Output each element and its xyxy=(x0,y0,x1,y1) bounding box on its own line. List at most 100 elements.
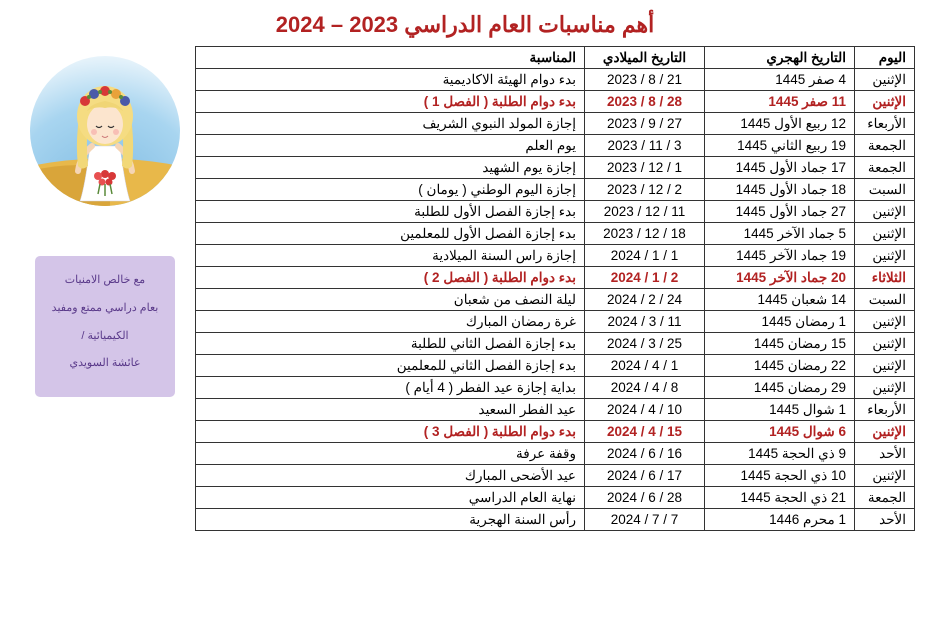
cell-hijri: 1 شوال 1445 xyxy=(705,399,855,421)
cell-occasion: بدء دوام الطلبة ( الفصل 1 ) xyxy=(196,91,585,113)
cell-day: السبت xyxy=(855,179,915,201)
cell-gregorian: 28 / 6 / 2024 xyxy=(585,487,705,509)
table-row: الإثنين15 رمضان 144525 / 3 / 2024بدء إجا… xyxy=(196,333,915,355)
cell-gregorian: 24 / 2 / 2024 xyxy=(585,289,705,311)
cell-occasion: بدء دوام الطلبة ( الفصل 3 ) xyxy=(196,421,585,443)
cell-day: الإثنين xyxy=(855,223,915,245)
cell-occasion: إجازة اليوم الوطني ( يومان ) xyxy=(196,179,585,201)
signature-line-4: عائشة السويدي xyxy=(45,354,165,374)
cell-hijri: 22 رمضان 1445 xyxy=(705,355,855,377)
cell-occasion: بدء إجازة الفصل الثاني للطلبة xyxy=(196,333,585,355)
cell-hijri: 27 جماد الأول 1445 xyxy=(705,201,855,223)
cell-hijri: 9 ذي الحجة 1445 xyxy=(705,443,855,465)
signature-box: مع خالص الامنيات بعام دراسي ممتع ومفيد ا… xyxy=(35,256,175,397)
cell-hijri: 19 جماد الآخر 1445 xyxy=(705,245,855,267)
cell-day: الإثنين xyxy=(855,465,915,487)
cell-occasion: بدء إجازة الفصل الثاني للمعلمين xyxy=(196,355,585,377)
cell-day: الإثنين xyxy=(855,91,915,113)
cell-hijri: 20 جماد الآخر 1445 xyxy=(705,267,855,289)
table-row: الإثنين10 ذي الحجة 144517 / 6 / 2024عيد … xyxy=(196,465,915,487)
cell-gregorian: 11 / 12 / 2023 xyxy=(585,201,705,223)
cell-occasion: رأس السنة الهجرية xyxy=(196,509,585,531)
header-hijri: التاريخ الهجري xyxy=(705,47,855,69)
side-panel: مع خالص الامنيات بعام دراسي ممتع ومفيد ا… xyxy=(15,46,195,531)
cell-occasion: إجازة راس السنة الميلادية xyxy=(196,245,585,267)
cell-occasion: بدء دوام الهيئة الاكاديمية xyxy=(196,69,585,91)
table-row: الإثنين27 جماد الأول 144511 / 12 / 2023ب… xyxy=(196,201,915,223)
cell-occasion: يوم العلم xyxy=(196,135,585,157)
cell-occasion: غرة رمضان المبارك xyxy=(196,311,585,333)
table-container: اليوم التاريخ الهجري التاريخ الميلادي ال… xyxy=(195,46,915,531)
cell-occasion: بدء إجازة الفصل الأول للطلبة xyxy=(196,201,585,223)
content-area: اليوم التاريخ الهجري التاريخ الميلادي ال… xyxy=(0,46,930,531)
table-row: الإثنين19 جماد الآخر 14451 / 1 / 2024إجا… xyxy=(196,245,915,267)
table-row: الإثنين4 صفر 144521 / 8 / 2023بدء دوام ا… xyxy=(196,69,915,91)
cell-day: الإثنين xyxy=(855,355,915,377)
cell-day: الجمعة xyxy=(855,487,915,509)
cell-gregorian: 1 / 4 / 2024 xyxy=(585,355,705,377)
cell-gregorian: 21 / 8 / 2023 xyxy=(585,69,705,91)
cell-gregorian: 17 / 6 / 2024 xyxy=(585,465,705,487)
cell-day: الإثنين xyxy=(855,311,915,333)
cell-gregorian: 25 / 3 / 2024 xyxy=(585,333,705,355)
cell-occasion: عيد الأضحى المبارك xyxy=(196,465,585,487)
cell-hijri: 11 صفر 1445 xyxy=(705,91,855,113)
cell-hijri: 29 رمضان 1445 xyxy=(705,377,855,399)
cell-day: الإثنين xyxy=(855,377,915,399)
cell-gregorian: 16 / 6 / 2024 xyxy=(585,443,705,465)
cell-hijri: 1 رمضان 1445 xyxy=(705,311,855,333)
cell-day: الإثنين xyxy=(855,69,915,91)
table-row: الإثنين5 جماد الآخر 144518 / 12 / 2023بد… xyxy=(196,223,915,245)
cell-occasion: بدء دوام الطلبة ( الفصل 2 ) xyxy=(196,267,585,289)
table-row: الإثنين29 رمضان 14458 / 4 / 2024بداية إج… xyxy=(196,377,915,399)
cell-day: الأحد xyxy=(855,509,915,531)
table-row: الإثنين22 رمضان 14451 / 4 / 2024بدء إجاز… xyxy=(196,355,915,377)
cell-day: الثلاثاء xyxy=(855,267,915,289)
cell-day: الإثنين xyxy=(855,333,915,355)
table-row: الثلاثاء20 جماد الآخر 14452 / 1 / 2024بد… xyxy=(196,267,915,289)
signature-line-2: بعام دراسي ممتع ومفيد xyxy=(45,299,165,319)
cell-day: الجمعة xyxy=(855,135,915,157)
table-row: الأحد9 ذي الحجة 144516 / 6 / 2024وقفة عر… xyxy=(196,443,915,465)
table-row: الأربعاء12 ربيع الأول 144527 / 9 / 2023إ… xyxy=(196,113,915,135)
table-row: الأحد1 محرم 14467 / 7 / 2024رأس السنة ال… xyxy=(196,509,915,531)
table-row: الإثنين6 شوال 144515 / 4 / 2024بدء دوام … xyxy=(196,421,915,443)
cell-hijri: 10 ذي الحجة 1445 xyxy=(705,465,855,487)
table-row: الجمعة19 ربيع الثاني 14453 / 11 / 2023يو… xyxy=(196,135,915,157)
cell-hijri: 12 ربيع الأول 1445 xyxy=(705,113,855,135)
signature-line-3: الكيميائية / xyxy=(45,327,165,347)
girl-illustration xyxy=(30,56,180,206)
cell-gregorian: 2 / 12 / 2023 xyxy=(585,179,705,201)
cell-day: الأربعاء xyxy=(855,399,915,421)
cell-day: السبت xyxy=(855,289,915,311)
cell-gregorian: 18 / 12 / 2023 xyxy=(585,223,705,245)
cell-hijri: 17 جماد الأول 1445 xyxy=(705,157,855,179)
cell-gregorian: 2 / 1 / 2024 xyxy=(585,267,705,289)
cell-gregorian: 10 / 4 / 2024 xyxy=(585,399,705,421)
cell-hijri: 15 رمضان 1445 xyxy=(705,333,855,355)
cell-occasion: بداية إجازة عيد الفطر ( 4 أيام ) xyxy=(196,377,585,399)
cell-hijri: 21 ذي الحجة 1445 xyxy=(705,487,855,509)
table-row: الجمعة21 ذي الحجة 144528 / 6 / 2024نهاية… xyxy=(196,487,915,509)
cell-hijri: 5 جماد الآخر 1445 xyxy=(705,223,855,245)
cell-day: الإثنين xyxy=(855,245,915,267)
cell-day: الأحد xyxy=(855,443,915,465)
cell-occasion: وقفة عرفة xyxy=(196,443,585,465)
header-gregorian: التاريخ الميلادي xyxy=(585,47,705,69)
cell-hijri: 19 ربيع الثاني 1445 xyxy=(705,135,855,157)
cell-gregorian: 28 / 8 / 2023 xyxy=(585,91,705,113)
table-row: الإثنين1 رمضان 144511 / 3 / 2024غرة رمضا… xyxy=(196,311,915,333)
cell-day: الأربعاء xyxy=(855,113,915,135)
cell-gregorian: 3 / 11 / 2023 xyxy=(585,135,705,157)
cell-occasion: عيد الفطر السعيد xyxy=(196,399,585,421)
cell-gregorian: 27 / 9 / 2023 xyxy=(585,113,705,135)
table-row: الإثنين11 صفر 144528 / 8 / 2023بدء دوام … xyxy=(196,91,915,113)
cell-occasion: ليلة النصف من شعبان xyxy=(196,289,585,311)
table-body: الإثنين4 صفر 144521 / 8 / 2023بدء دوام ا… xyxy=(196,69,915,531)
cell-hijri: 1 محرم 1446 xyxy=(705,509,855,531)
cell-day: الجمعة xyxy=(855,157,915,179)
table-row: الجمعة17 جماد الأول 14451 / 12 / 2023إجا… xyxy=(196,157,915,179)
cell-hijri: 6 شوال 1445 xyxy=(705,421,855,443)
cell-gregorian: 1 / 12 / 2023 xyxy=(585,157,705,179)
cell-occasion: نهاية العام الدراسي xyxy=(196,487,585,509)
